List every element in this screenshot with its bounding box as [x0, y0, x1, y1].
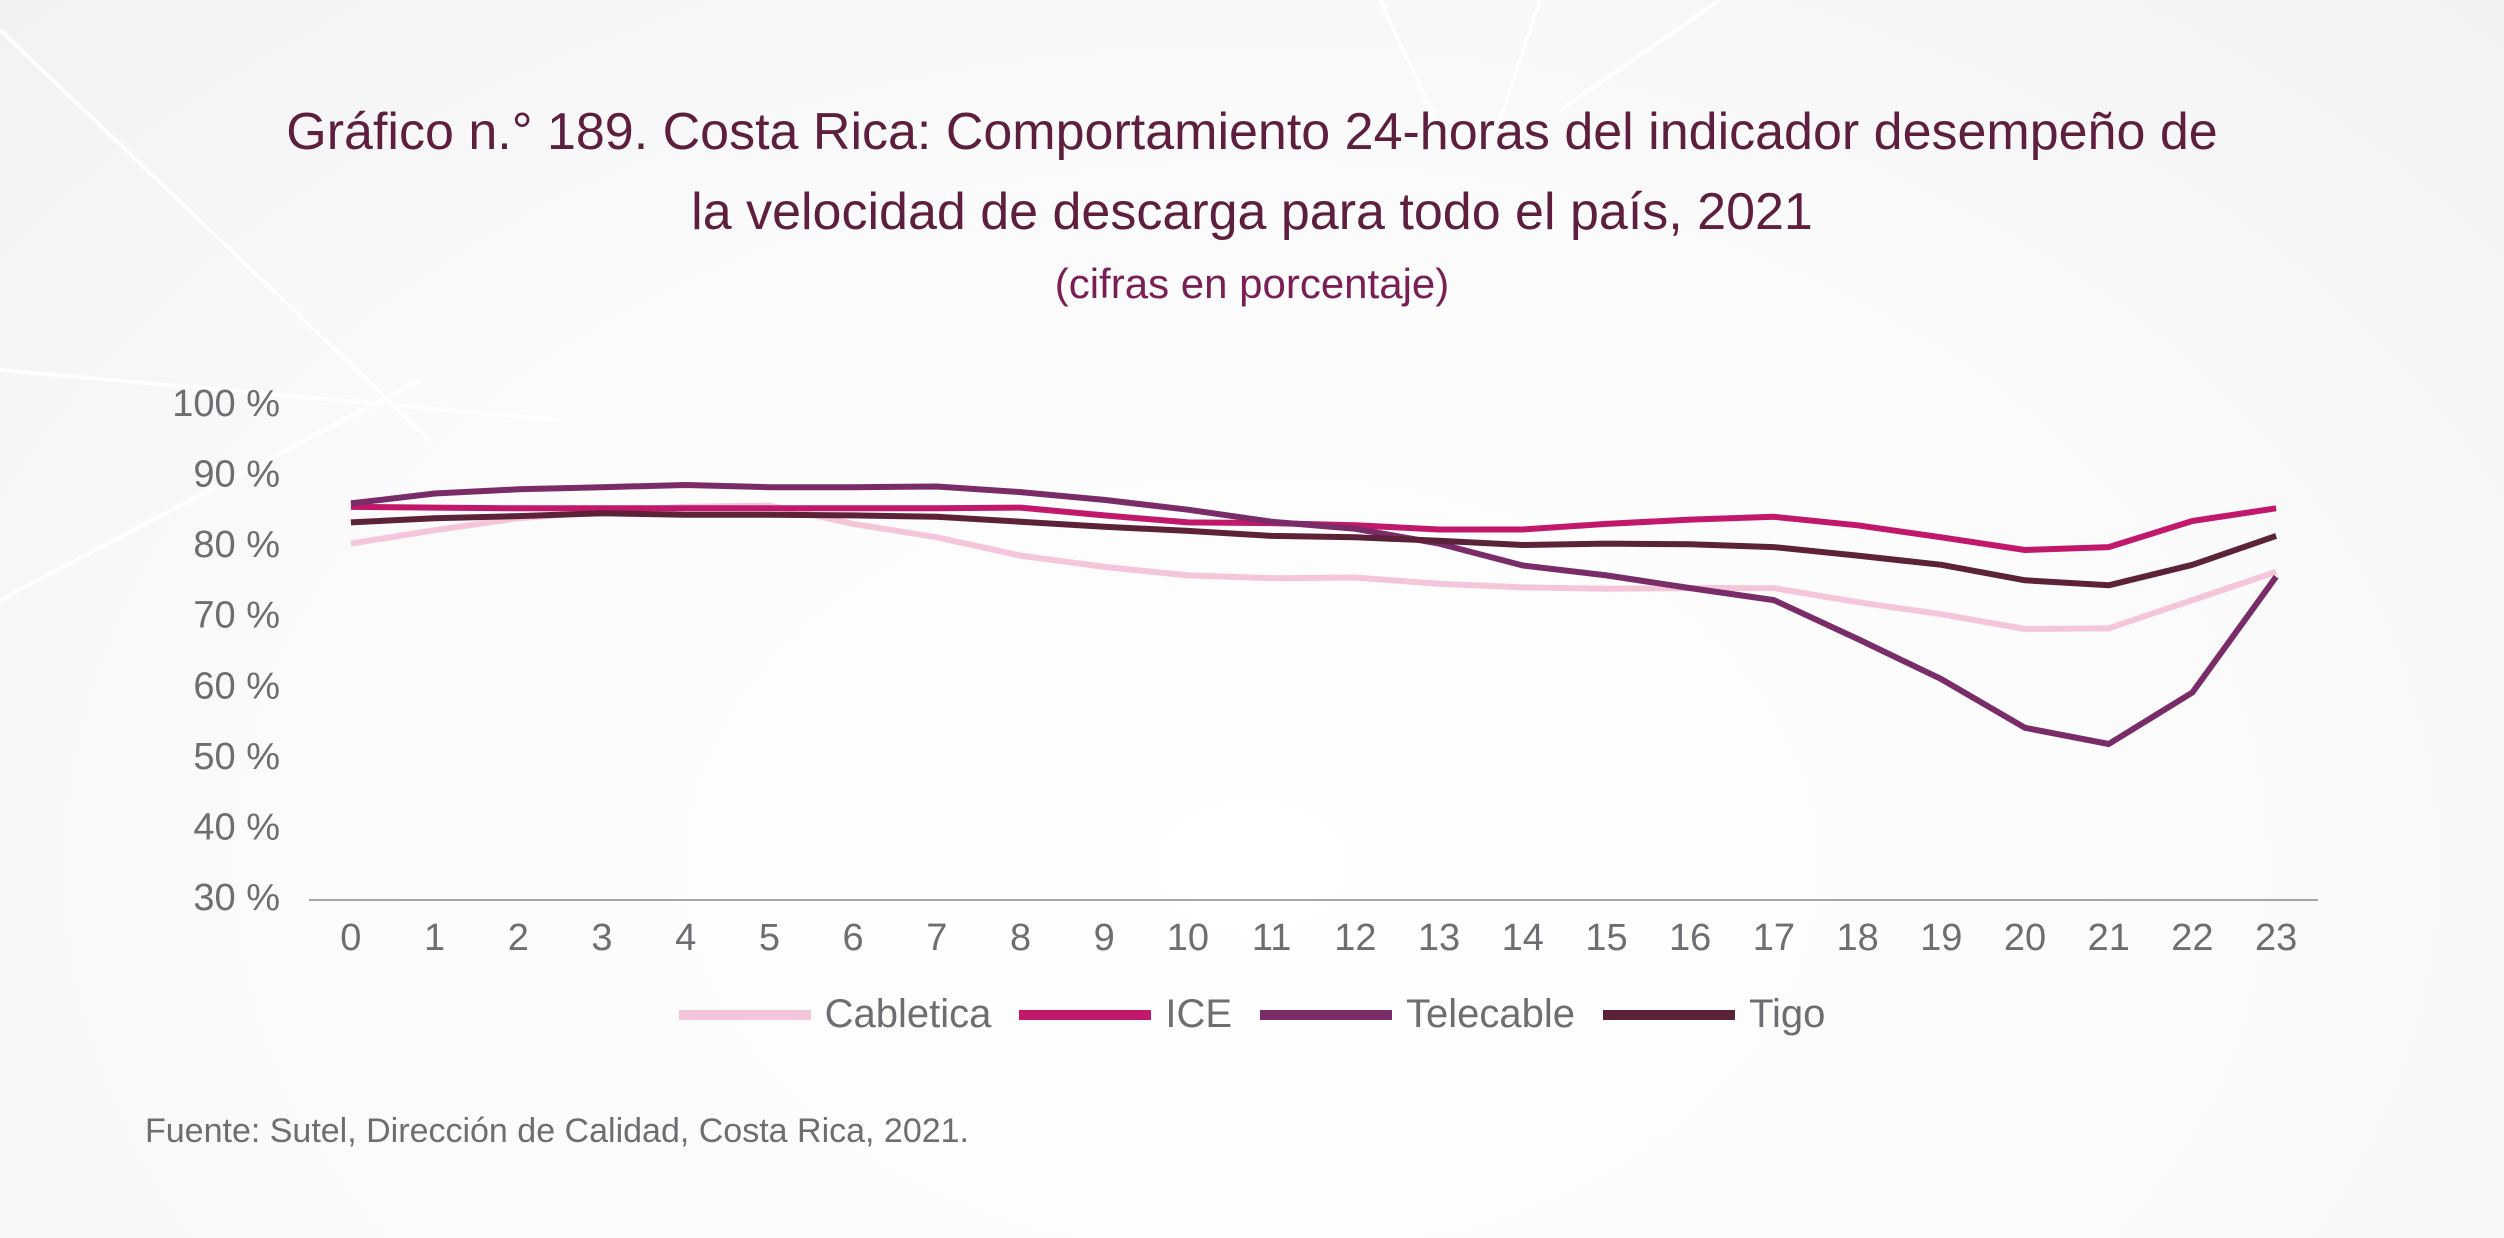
y-tick-label: 60 % [193, 665, 280, 707]
legend-label-ice: ICE [1165, 992, 1233, 1036]
x-tick-label: 23 [2255, 917, 2297, 959]
x-tick-label: 9 [1094, 917, 1115, 959]
legend-swatch-ice [1019, 1009, 1152, 1020]
x-tick-label: 19 [1920, 917, 1962, 959]
x-tick-label: 15 [1585, 917, 1627, 959]
x-axis-ticks: 0 1 2 3 4 5 6 7 8 9 10 11 12 13 14 15 16 17 18 19 20 21 22 23 [340, 917, 2297, 959]
legend-swatch-cabletica [678, 1009, 811, 1020]
x-tick-label: 18 [1836, 917, 1878, 959]
x-tick-label: 8 [1010, 917, 1031, 959]
x-tick-label: 17 [1753, 917, 1795, 959]
x-tick-label: 12 [1334, 917, 1376, 959]
legend-item-telecable[interactable]: Telecable [1260, 992, 1575, 1037]
x-tick-label: 4 [675, 917, 696, 959]
x-tick-label: 7 [926, 917, 947, 959]
chart-subtitle: (cifras en porcentaje) [1054, 260, 1450, 307]
legend-label-telecable: Telecable [1406, 992, 1576, 1036]
legend-swatch-telecable [1260, 1009, 1393, 1020]
legend-swatch-tigo [1603, 1009, 1736, 1020]
x-tick-label: 13 [1418, 917, 1460, 959]
series-lines [350, 482, 2279, 747]
legend-label-tigo: Tigo [1749, 992, 1826, 1036]
chart-legend: Cabletica ICE Telecable Tigo [0, 992, 2504, 1037]
y-tick-label: 50 % [193, 736, 280, 778]
x-tick-label: 10 [1167, 917, 1209, 959]
x-tick-label: 16 [1669, 917, 1711, 959]
x-tick-label: 1 [424, 917, 445, 959]
y-tick-label: 80 % [193, 524, 280, 566]
series-line-tigo [350, 510, 2278, 589]
x-tick-label: 0 [340, 917, 361, 959]
source-note: Fuente: Sutel, Dirección de Calidad, Cos… [145, 1112, 970, 1150]
x-tick-label: 22 [2171, 917, 2213, 959]
x-tick-label: 21 [2088, 917, 2130, 959]
chart-title-line-2: la velocidad de descarga para todo el pa… [691, 183, 1813, 241]
x-tick-label: 11 [1252, 917, 1291, 959]
x-tick-label: 2 [508, 917, 529, 959]
y-tick-label: 100 % [172, 383, 280, 425]
x-tick-label: 3 [591, 917, 612, 959]
x-tick-label: 5 [759, 917, 780, 959]
y-tick-label: 40 % [193, 806, 280, 848]
y-tick-label: 70 % [193, 595, 280, 637]
legend-item-tigo[interactable]: Tigo [1603, 992, 1825, 1037]
y-tick-label: 90 % [193, 454, 280, 496]
legend-item-ice[interactable]: ICE [1019, 992, 1232, 1037]
x-tick-label: 20 [2004, 917, 2046, 959]
chart-title: Gráfico n.° 189. Costa Rica: Comportamie… [0, 92, 2504, 252]
legend-label-cabletica: Cabletica [824, 992, 992, 1036]
series-line-telecable [350, 482, 2279, 747]
x-tick-label: 14 [1502, 917, 1544, 959]
x-tick-label: 6 [843, 917, 864, 959]
chart-title-line-1: Gráfico n.° 189. Costa Rica: Comportamie… [286, 103, 2218, 161]
legend-item-cabletica[interactable]: Cabletica [678, 992, 992, 1037]
y-axis-ticks: 30 % 40 % 50 % 60 % 70 % 80 % 90 % 100 % [172, 383, 280, 919]
y-tick-label: 30 % [193, 877, 280, 919]
